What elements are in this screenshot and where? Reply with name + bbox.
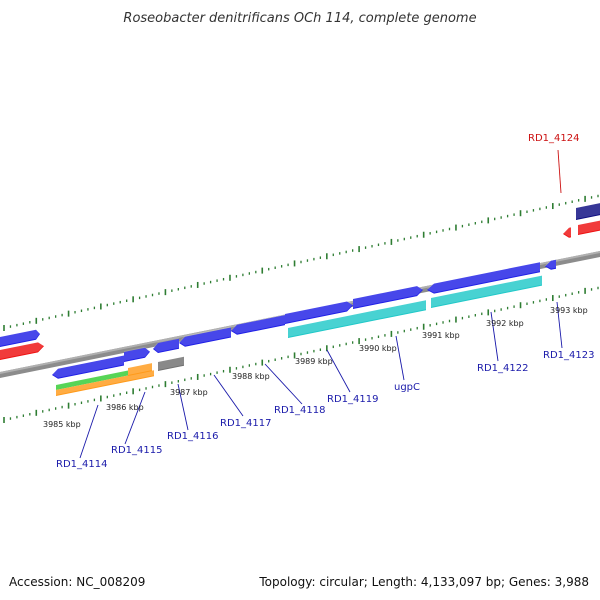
gene-features <box>0 202 600 396</box>
kbp-label: 3989 kbp <box>295 357 333 366</box>
kbp-label: 3990 kbp <box>359 344 397 353</box>
kbp-label: 3987 kbp <box>170 388 208 397</box>
gene-red-left-edge[interactable] <box>0 341 44 360</box>
label-leader-lines <box>79 149 563 459</box>
leader-line <box>213 374 244 417</box>
gene-blue-left-edge[interactable] <box>0 328 40 347</box>
gene-label-rd1-4115[interactable]: RD1_4115 <box>111 445 162 456</box>
leader-line <box>264 363 303 405</box>
leader-line <box>177 383 189 431</box>
gene-label-rd1-4123[interactable]: RD1_4123 <box>543 350 594 361</box>
gene-label-rd1-4114[interactable]: RD1_4114 <box>56 459 107 470</box>
gene-rd1-4114[interactable] <box>52 354 124 379</box>
gene-label-rd1-4116[interactable]: RD1_4116 <box>167 431 218 442</box>
leader-line <box>79 404 99 459</box>
gene-cyan-feature-b[interactable] <box>431 274 542 308</box>
leader-line <box>326 349 351 393</box>
kbp-label: 3988 kbp <box>232 372 270 381</box>
tick-marks <box>3 194 599 423</box>
gene-rd1-4124[interactable] <box>576 202 600 220</box>
map-title: Roseobacter denitrificans OCh 114, compl… <box>123 11 476 26</box>
gene-label-rd1-4124[interactable]: RD1_4124 <box>528 133 579 144</box>
gene-labels: RD1_4114 RD1_4115 RD1_4116 RD1_4117 RD1_… <box>56 133 594 470</box>
gene-red-right-edge[interactable] <box>578 219 600 235</box>
gene-green-feature[interactable] <box>56 365 150 390</box>
gene-ugpc[interactable] <box>353 285 423 309</box>
gene-rd1-4115[interactable] <box>124 346 150 362</box>
leader-line <box>556 301 563 349</box>
gene-label-rd1-4122[interactable]: RD1_4122 <box>477 363 528 374</box>
gene-orange-feature-b[interactable] <box>128 362 152 376</box>
leader-line <box>124 391 146 445</box>
gene-rd1-4123[interactable] <box>545 258 556 270</box>
gene-rd1-4117[interactable] <box>179 326 231 347</box>
leader-line <box>490 311 499 362</box>
gene-rd1-4122[interactable] <box>427 261 540 294</box>
gene-label-rd1-4118[interactable]: RD1_4118 <box>274 405 325 416</box>
gene-label-rd1-4119[interactable]: RD1_4119 <box>327 394 378 405</box>
topology-text: Topology: circular; Length: 4,133,097 bp… <box>258 575 589 589</box>
kbp-label: 3985 kbp <box>43 420 81 429</box>
leader-line <box>395 335 405 381</box>
kbp-label: 3993 kbp <box>550 306 588 315</box>
gene-rd1-4118[interactable] <box>231 314 285 335</box>
gene-rd1-4116[interactable] <box>153 337 179 353</box>
kbp-label: 3991 kbp <box>422 331 460 340</box>
kbp-label: 3992 kbp <box>486 319 524 328</box>
accession-text: Accession: NC_008209 <box>9 575 145 589</box>
kbp-labels: 3985 kbp 3986 kbp 3987 kbp 3988 kbp 3989… <box>43 306 588 429</box>
gene-label-rd1-4117[interactable]: RD1_4117 <box>220 418 271 429</box>
gene-cyan-feature-a[interactable] <box>288 299 426 338</box>
gene-label-ugpc[interactable]: ugpC <box>394 382 420 393</box>
gene-red-marker[interactable] <box>563 226 571 238</box>
kbp-label: 3986 kbp <box>106 403 144 412</box>
gene-rd1-4119[interactable] <box>285 300 353 324</box>
gene-gray-feature[interactable] <box>158 355 184 371</box>
leader-line <box>557 149 562 194</box>
